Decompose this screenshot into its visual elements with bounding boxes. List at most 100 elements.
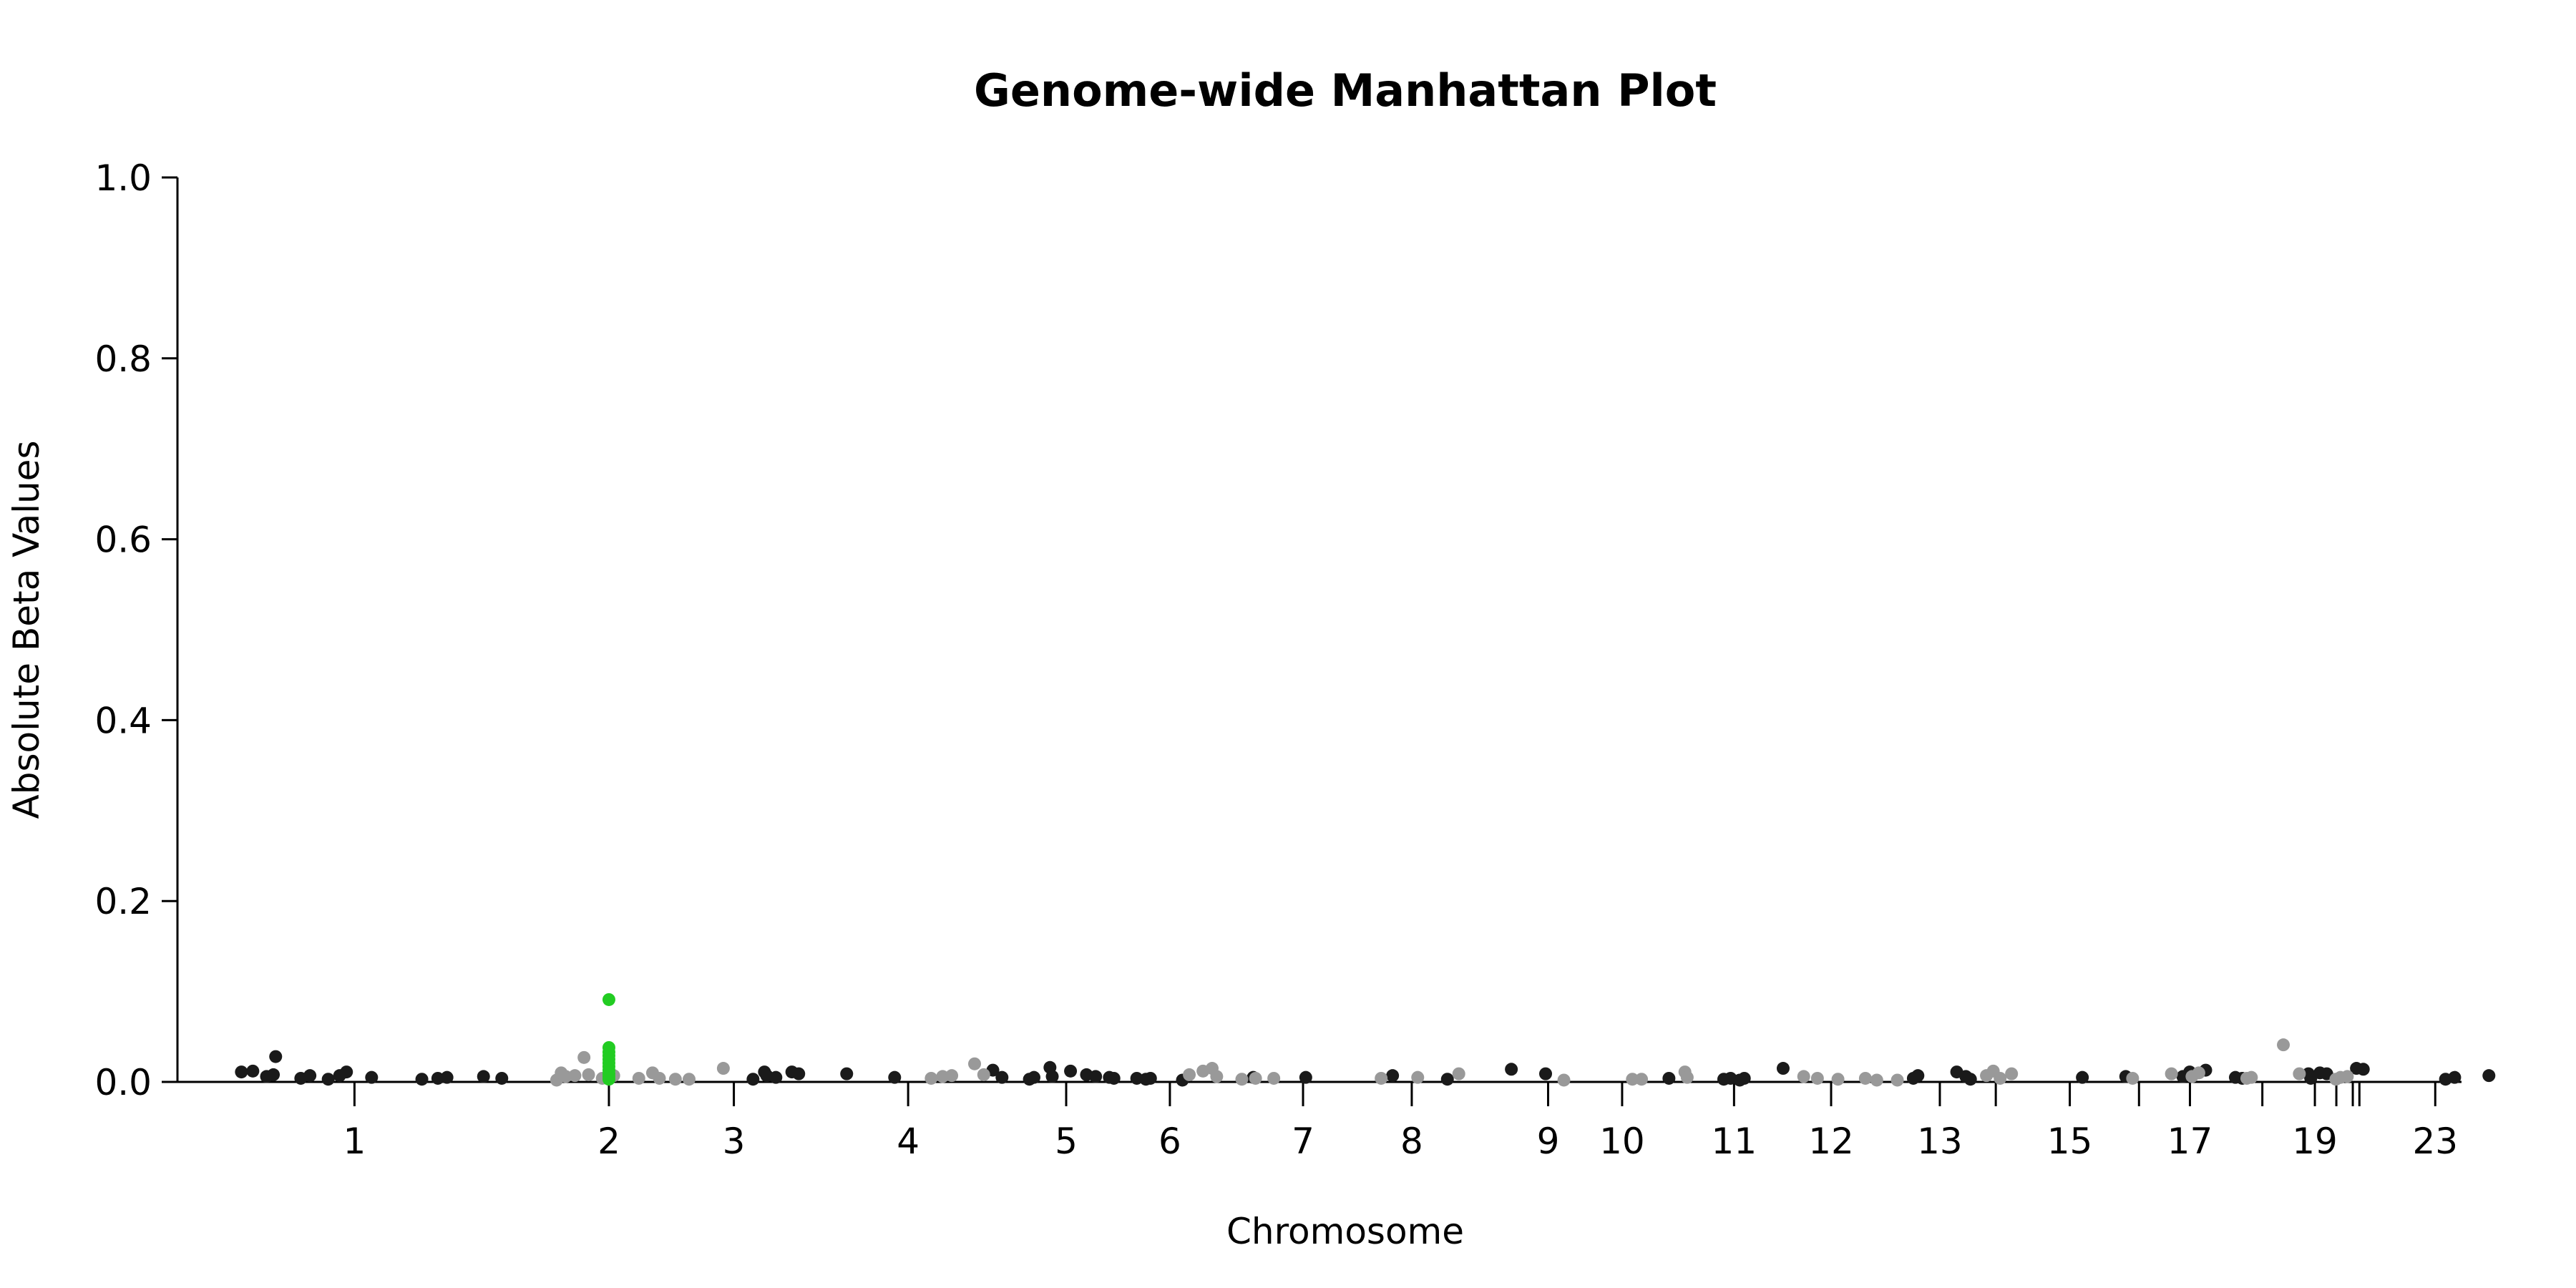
data-point (2448, 1070, 2462, 1084)
data-point (1737, 1071, 1751, 1085)
data-point (1375, 1071, 1388, 1085)
x-axis-label: Chromosome (1226, 1211, 1464, 1252)
data-point (495, 1071, 509, 1085)
data-point (1626, 1073, 1639, 1086)
data-point (1635, 1073, 1649, 1086)
data-point (1539, 1067, 1553, 1080)
data-point (995, 1070, 1009, 1084)
data-point (1890, 1073, 1904, 1087)
data-point (977, 1068, 990, 1081)
data-point (2005, 1067, 2019, 1080)
data-point (1210, 1070, 1224, 1083)
chart-title: Genome-wide Manhattan Plot (974, 64, 1717, 117)
data-point (888, 1070, 902, 1084)
x-tick-label: 4 (897, 1121, 919, 1162)
y-axis-ticks: 0.0 0.2 0.4 0.6 0.8 1.0 (94, 157, 177, 1103)
data-point (440, 1070, 454, 1084)
y-tick-label: 0.6 (94, 519, 152, 561)
data-point (653, 1071, 666, 1085)
data-point (415, 1073, 429, 1086)
data-point (1797, 1070, 1810, 1083)
data-point (1267, 1071, 1281, 1085)
data-point (2192, 1066, 2205, 1080)
data-point (235, 1065, 248, 1079)
data-point (1107, 1071, 1121, 1085)
data-point (582, 1068, 595, 1081)
data-point (1089, 1070, 1103, 1083)
x-tick-label: 15 (2047, 1121, 2093, 1162)
x-tick-label: 6 (1158, 1121, 1181, 1162)
data-point (1557, 1073, 1571, 1087)
data-point (924, 1071, 938, 1085)
x-tick-label: 3 (723, 1121, 746, 1162)
data-point (267, 1068, 280, 1081)
data-point (1680, 1070, 1694, 1084)
y-tick-label: 0.4 (94, 700, 152, 741)
x-tick-label: 2 (597, 1121, 620, 1162)
data-point (269, 1050, 283, 1063)
data-point (2126, 1071, 2140, 1085)
data-point (303, 1069, 317, 1083)
data-point (968, 1057, 982, 1070)
data-point (246, 1064, 260, 1078)
data-point (1963, 1073, 1977, 1086)
data-point (1452, 1067, 1465, 1080)
data-point (1662, 1071, 1676, 1085)
y-tick-label: 0.8 (94, 338, 152, 380)
data-point (321, 1073, 335, 1086)
x-tick-label: 9 (1537, 1121, 1560, 1162)
data-point (2356, 1063, 2370, 1076)
data-points (235, 992, 2496, 1087)
data-point (1411, 1070, 1425, 1084)
x-tick-label: 7 (1292, 1121, 1314, 1162)
data-point (2341, 1070, 2354, 1083)
data-point (1858, 1071, 1872, 1085)
x-tick-label: 1 (343, 1121, 366, 1162)
data-point (2165, 1067, 2178, 1080)
data-point (477, 1070, 490, 1083)
data-point (1249, 1071, 1262, 1085)
data-point (769, 1070, 783, 1084)
data-point (1028, 1070, 1040, 1084)
data-point (2076, 1070, 2089, 1084)
data-point (683, 1073, 696, 1086)
data-point (2482, 1069, 2496, 1083)
data-point (1911, 1069, 1925, 1083)
data-point (1064, 1064, 1078, 1078)
data-point (365, 1070, 379, 1084)
highlighted-point (602, 992, 615, 1006)
data-point (568, 1069, 582, 1083)
x-tick-label: 5 (1055, 1121, 1078, 1162)
data-point (1386, 1069, 1400, 1083)
data-point (1831, 1073, 1845, 1086)
data-point (2245, 1070, 2258, 1084)
y-tick-label: 0.2 (94, 881, 152, 922)
x-tick-label: 17 (2167, 1121, 2213, 1162)
data-point (340, 1065, 353, 1079)
x-tick-label: 8 (1400, 1121, 1423, 1162)
highlighted-point (602, 1073, 615, 1086)
x-axis-ticks: 1 2 3 4 5 6 7 8 9 10 11 12 13 15 17 19 23 (343, 1082, 2458, 1162)
y-axis-label: Absolute Beta Values (6, 441, 47, 819)
data-point (792, 1067, 806, 1080)
data-point (668, 1073, 682, 1086)
data-point (840, 1067, 854, 1080)
x-tick-label: 23 (2412, 1121, 2458, 1162)
data-point (1045, 1070, 1059, 1083)
data-point (1994, 1071, 2007, 1085)
data-point (1235, 1073, 1249, 1086)
data-point (1870, 1073, 1883, 1087)
data-point (1143, 1071, 1157, 1085)
data-point (1440, 1073, 1454, 1086)
data-point (632, 1071, 645, 1085)
x-tick-label: 10 (1599, 1121, 1645, 1162)
data-point (1776, 1062, 1790, 1075)
x-tick-label: 11 (1712, 1121, 1757, 1162)
data-point (2277, 1038, 2290, 1052)
y-tick-label: 0.0 (94, 1062, 152, 1103)
data-point (945, 1069, 959, 1083)
x-tick-label: 13 (1917, 1121, 1963, 1162)
data-point (716, 1062, 730, 1075)
data-point (1183, 1068, 1196, 1081)
